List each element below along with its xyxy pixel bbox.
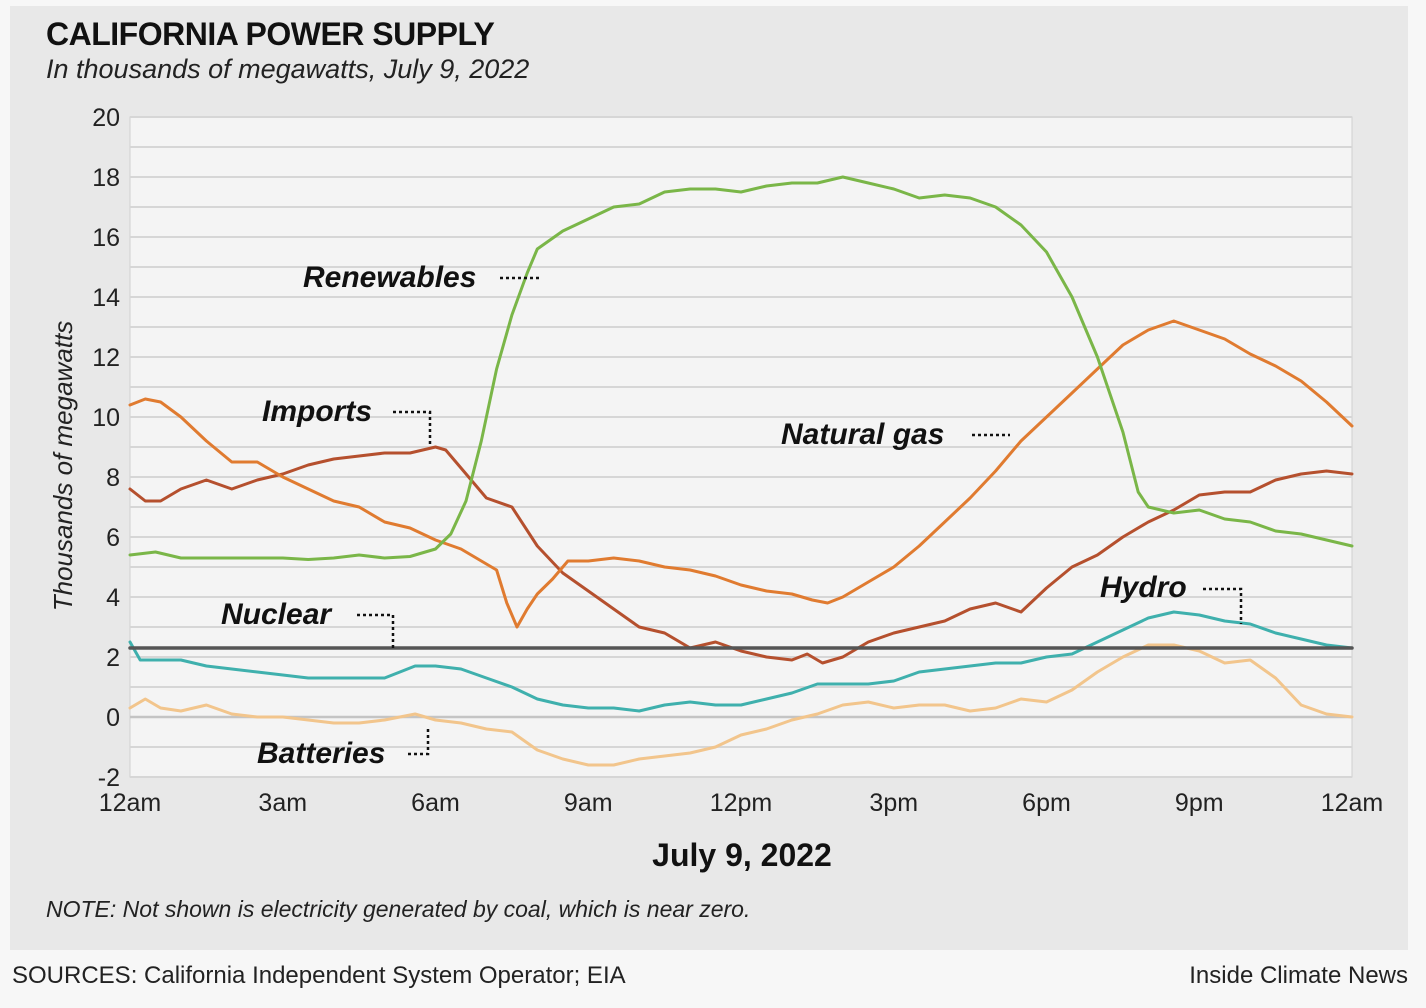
x-tick-label: 3pm	[869, 789, 918, 817]
x-axis-ticks: 12am 3am 6am 9am 12pm 3pm 6pm 9pm 12am	[99, 789, 1384, 817]
series-lines	[128, 175, 1354, 767]
y-tick-label: 2	[106, 644, 120, 672]
y-tick-label: 12	[92, 344, 120, 372]
y-tick-label: -2	[98, 764, 120, 792]
y-axis-title: Thousands of megawatts	[48, 321, 78, 612]
leader-imports	[393, 410, 432, 444]
annotation-nuclear: Nuclear	[221, 598, 333, 631]
annotation-imports: Imports	[262, 395, 372, 428]
x-tick-label: 12am	[1321, 789, 1384, 817]
leader-hydro	[1203, 587, 1243, 624]
y-tick-label: 18	[92, 164, 120, 192]
x-tick-label: 6pm	[1022, 789, 1071, 817]
x-tick-label: 9am	[564, 789, 613, 817]
y-tick-label: 0	[106, 704, 120, 732]
y-tick-label: 16	[92, 224, 120, 252]
x-axis-title: July 9, 2022	[652, 837, 832, 873]
series-line-hydro	[128, 610, 1354, 713]
annotation-natural-gas: Natural gas	[781, 418, 944, 451]
y-tick-label: 20	[92, 104, 120, 132]
chart-note: NOTE: Not shown is electricity generated…	[46, 896, 751, 922]
x-tick-label: 9pm	[1175, 789, 1224, 817]
sources: SOURCES: California Independent System O…	[12, 962, 626, 989]
leader-batteries	[408, 728, 430, 756]
y-axis-ticks: -2 0 2 4 6 8 10 12 14 16 18 20	[92, 104, 120, 792]
chart-subtitle: In thousands of megawatts, July 9, 2022	[46, 54, 530, 84]
chart-title: CALIFORNIA POWER SUPPLY	[46, 16, 495, 52]
credit: Inside Climate News	[1189, 962, 1408, 989]
annotation-renewables: Renewables	[303, 261, 476, 294]
y-tick-label: 6	[106, 524, 120, 552]
x-tick-label: 12pm	[710, 789, 773, 817]
leader-nuclear	[357, 613, 395, 648]
annotation-leaders	[357, 276, 1243, 756]
annotation-hydro: Hydro	[1100, 571, 1187, 604]
y-tick-label: 10	[92, 404, 120, 432]
series-line-natural-gas	[128, 319, 1354, 629]
x-tick-label: 12am	[99, 789, 162, 817]
y-tick-label: 4	[106, 584, 120, 612]
grid	[129, 116, 1353, 778]
x-tick-label: 3am	[258, 789, 307, 817]
series-line-renewables	[128, 175, 1354, 561]
x-tick-label: 6am	[411, 789, 460, 817]
annotations: Renewables Imports Natural gas Nuclear Hydro…	[221, 261, 1187, 770]
y-tick-label: 14	[92, 284, 120, 312]
annotation-batteries: Batteries	[257, 737, 385, 770]
y-tick-label: 8	[106, 464, 120, 492]
